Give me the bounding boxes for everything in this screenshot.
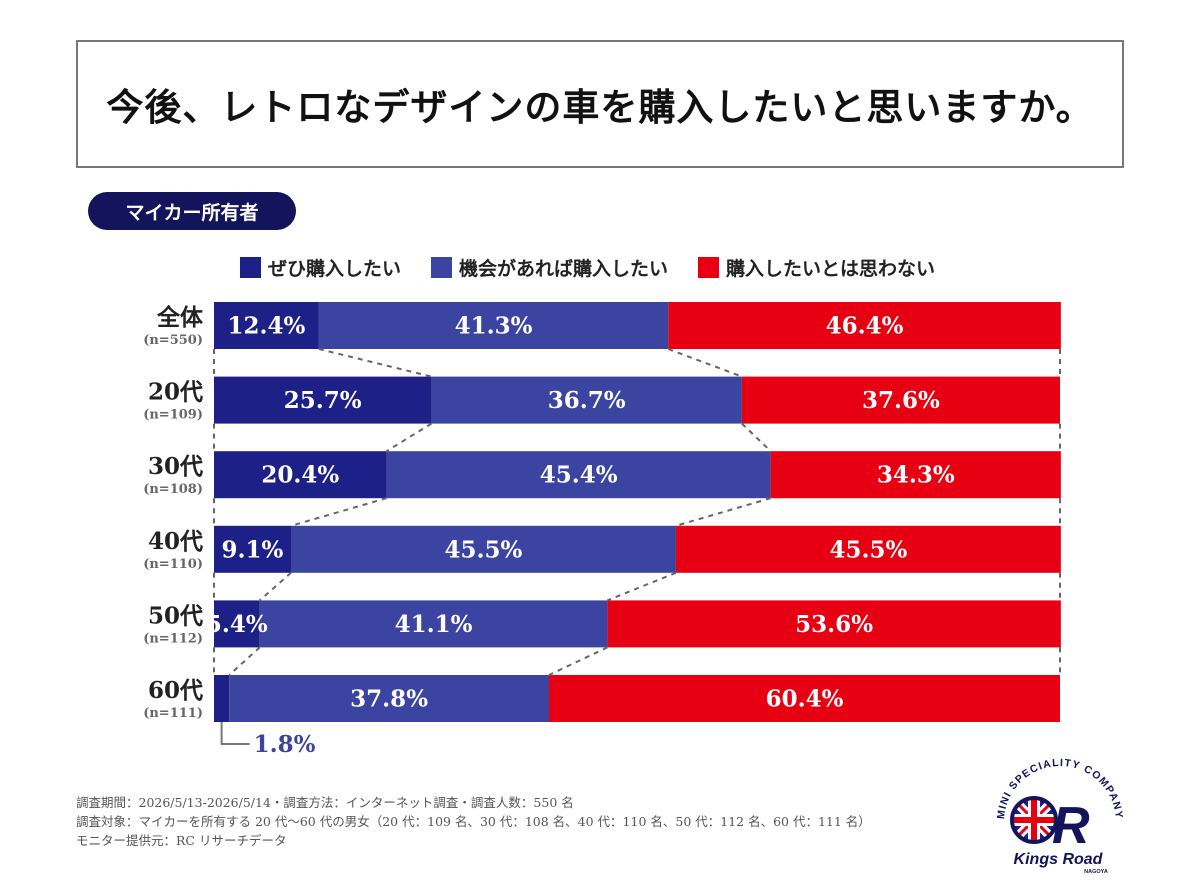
bar-segment: [675, 525, 1061, 573]
connector-line: [318, 348, 432, 378]
sample-size-label: (n=112): [143, 631, 203, 646]
bar-segment: [229, 675, 550, 722]
bar-segment: [318, 302, 669, 349]
bar-segment: [214, 302, 319, 349]
data-label: 60.4%: [766, 686, 844, 713]
logo-r-mark: R: [1052, 797, 1090, 855]
logo-name: Kings Road: [1014, 851, 1104, 868]
data-label: 37.8%: [350, 686, 428, 713]
legend-label-3: 購入したいとは思わない: [726, 257, 936, 280]
chart-title: 今後、レトロなデザインの車を購入したいと思いますか。: [106, 86, 1094, 129]
segment-label-text: マイカー所有者: [125, 201, 259, 224]
data-label: 9.1%: [222, 536, 284, 563]
connector-line: [675, 497, 771, 527]
data-label: 36.7%: [548, 387, 626, 414]
legend: ぜひ購入したい 機会があれば購入したい 購入したいとは思わない: [240, 254, 965, 280]
data-label: 5.4%: [206, 611, 268, 638]
category-label: 40代: [148, 528, 203, 555]
data-label: 45.5%: [445, 536, 523, 563]
data-label: 25.7%: [284, 387, 362, 414]
bar-segment: [549, 675, 1060, 722]
category-label: 60代: [148, 677, 203, 704]
bar-segment: [290, 525, 676, 573]
category-label: 全体: [156, 304, 204, 331]
bar-segment: [607, 600, 1061, 648]
category-label: 20代: [148, 379, 203, 406]
connector-line: [548, 646, 608, 676]
bar-segment: [214, 525, 291, 573]
bar-segment: [386, 451, 771, 499]
bar-segment: [214, 451, 387, 499]
connector-line: [259, 572, 292, 602]
sample-size-label: (n=550): [143, 333, 203, 348]
segment-label: マイカー所有者: [88, 192, 296, 230]
bar-segment: [214, 376, 432, 424]
legend-swatch-1: [240, 256, 261, 278]
bar-segment: [214, 600, 260, 648]
data-label: 34.3%: [877, 462, 955, 489]
bar-segment: [214, 675, 230, 722]
callout-line: [220, 722, 250, 745]
data-label: 1.8%: [254, 731, 316, 758]
data-label: 41.3%: [455, 313, 533, 340]
title-box: 今後、レトロなデザインの車を購入したいと思いますか。: [76, 40, 1124, 168]
legend-swatch-2: [431, 256, 453, 278]
legend-swatch-3: [698, 256, 720, 278]
sample-size-label: (n=111): [143, 706, 203, 721]
legend-item-2: 機会があれば購入したい: [431, 254, 668, 281]
category-label: 50代: [148, 602, 203, 629]
legend-label-2: 機会があれば購入したい: [459, 257, 669, 280]
data-label: 41.1%: [395, 611, 473, 638]
connector-line: [741, 422, 772, 452]
data-label: 45.5%: [829, 536, 907, 563]
connector-line: [386, 422, 432, 453]
category-label: 30代: [148, 453, 203, 480]
data-label: 12.4%: [228, 313, 306, 340]
connector-line: [607, 571, 677, 602]
data-label: 20.4%: [261, 462, 339, 489]
connector-line: [667, 348, 743, 378]
legend-label-1: ぜひ購入したい: [268, 257, 402, 280]
footer-survey-target: 調査対象：マイカーを所有する 20 代〜60 代の男女（20 代：109 名、3…: [76, 814, 871, 829]
data-label: 37.6%: [862, 387, 940, 414]
sample-size-label: (n=108): [143, 482, 203, 497]
bar-segment: [668, 302, 1061, 349]
kings-road-logo: MINI SPECIALITY COMPANY R Kings Road NAG…: [995, 757, 1124, 875]
connector-line: [290, 497, 387, 527]
legend-item-1: ぜひ購入したい: [240, 254, 401, 281]
logo-sub: NAGOYA: [1084, 869, 1108, 875]
footer-survey-period: 調査期間：2026/5/13-2026/5/14・調査方法：インターネット調査・…: [76, 795, 574, 810]
sample-size-label: (n=109): [143, 408, 203, 423]
data-label: 53.6%: [795, 611, 873, 638]
legend-item-3: 購入したいとは思わない: [698, 254, 935, 281]
bar-segment: [259, 600, 608, 648]
bar-segment: [770, 451, 1061, 499]
bar-segment: [431, 376, 742, 424]
footer-notes: 調査期間：2026/5/13-2026/5/14・調査方法：インターネット調査・…: [76, 793, 871, 850]
connector-line: [228, 646, 261, 676]
sample-size-label: (n=110): [143, 557, 203, 572]
footer-data-source: モニター提供元：RC リサーチデータ: [76, 833, 287, 848]
bar-segment: [741, 376, 1060, 424]
data-label: 45.4%: [540, 462, 618, 489]
data-label: 46.4%: [826, 313, 904, 340]
